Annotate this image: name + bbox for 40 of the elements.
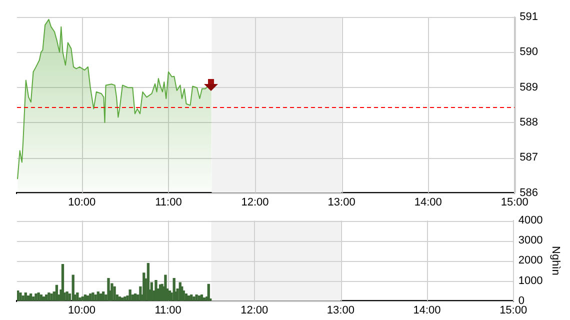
bar — [50, 293, 53, 301]
bar — [37, 292, 40, 301]
bar — [94, 294, 97, 301]
x-tick-label: 12:00 — [241, 196, 269, 208]
y-tick-label: 3000 — [518, 234, 543, 247]
x-tick-label: 15:00 — [500, 196, 528, 208]
x-tick-label: 10:00 — [68, 196, 96, 208]
x-tick-label: 12:00 — [240, 304, 268, 316]
bar — [29, 293, 32, 301]
x-tick-label: 13:00 — [328, 196, 356, 208]
x-tick-label: 14:00 — [414, 196, 442, 208]
y-tick-label: 2000 — [518, 254, 543, 267]
bar — [19, 292, 22, 301]
x-tick-label: 11:00 — [154, 304, 182, 316]
y-tick-label: 1000 — [518, 274, 543, 287]
y-tick-label: 589 — [520, 81, 538, 94]
bar — [55, 284, 58, 301]
y-axis-title: Nghìn — [549, 246, 562, 276]
bar — [89, 293, 92, 301]
bar — [182, 290, 185, 301]
y-tick-label: 590 — [520, 46, 538, 58]
bar — [195, 294, 198, 301]
y-tick-label: 588 — [520, 116, 538, 129]
x-tick-label: 15:00 — [500, 304, 528, 316]
x-tick-label: 14:00 — [413, 304, 441, 316]
bar — [48, 292, 50, 301]
bar — [22, 295, 24, 301]
x-tick-label: 13:00 — [326, 304, 354, 316]
y-tick-label: 0 — [518, 294, 524, 307]
bar — [92, 292, 94, 301]
y-tick-label: 587 — [520, 152, 538, 164]
bar — [113, 286, 116, 301]
y-tick-label: 4000 — [518, 214, 543, 227]
bar — [184, 293, 188, 301]
bar — [34, 293, 38, 301]
y-tick-label: 591 — [520, 11, 538, 24]
bar — [128, 289, 132, 301]
y-tick-label: 586 — [520, 186, 538, 199]
x-tick-label: 11:00 — [155, 196, 182, 208]
x-tick-label: 10:00 — [68, 304, 96, 316]
